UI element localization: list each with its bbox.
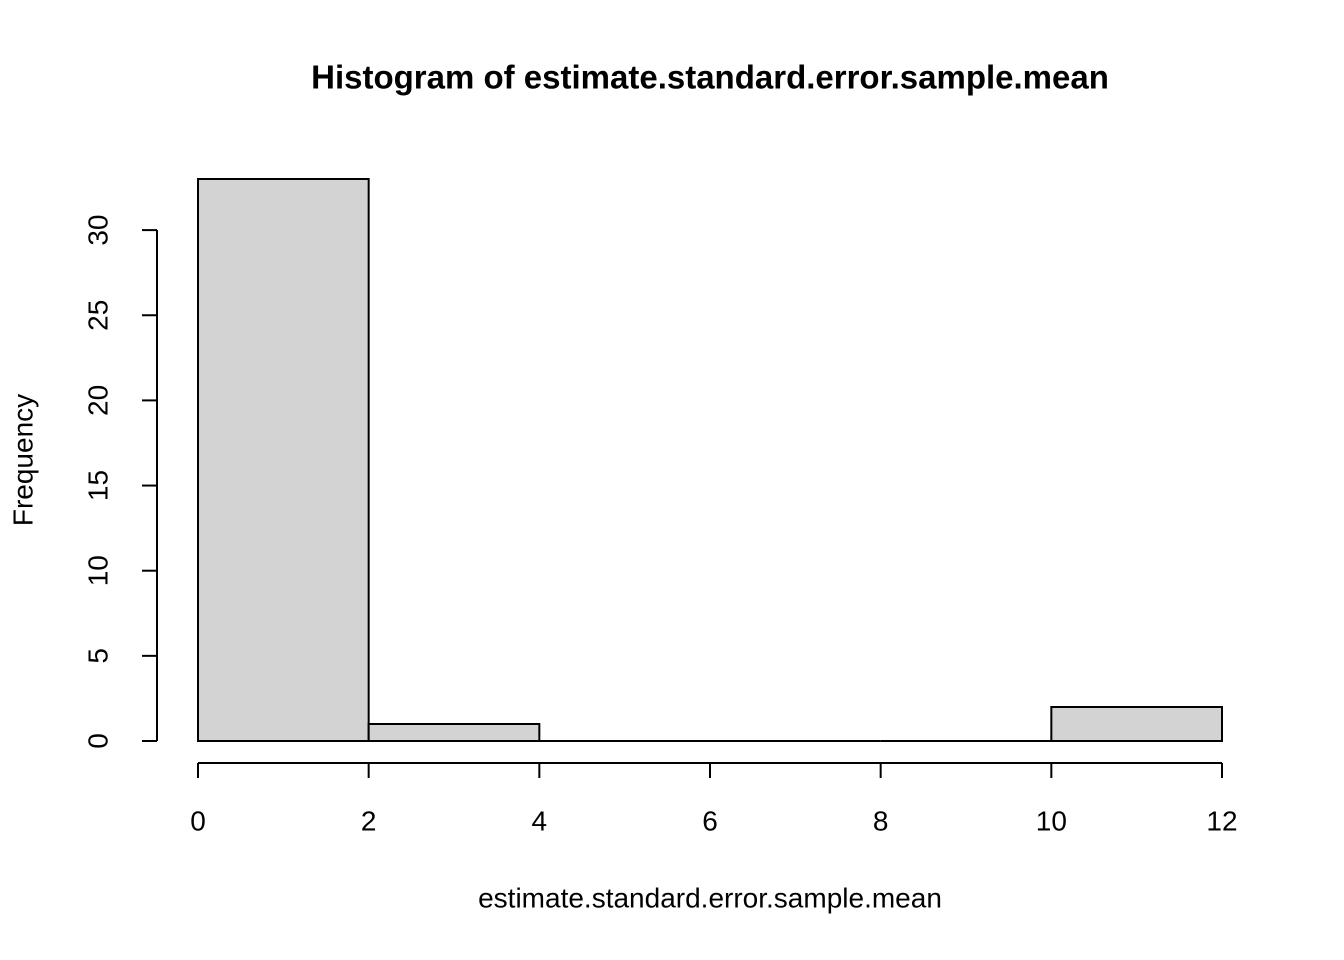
x-tick-label: 6: [702, 805, 718, 836]
y-tick-label: 15: [82, 470, 113, 501]
x-tick-label: 2: [361, 805, 377, 836]
chart-title: Histogram of estimate.standard.error.sam…: [311, 59, 1109, 96]
y-tick-label: 10: [82, 555, 113, 586]
x-tick-label: 0: [190, 805, 206, 836]
y-tick-label: 20: [82, 385, 113, 416]
y-tick-label: 30: [82, 215, 113, 246]
y-axis-label: Frequency: [7, 394, 38, 526]
bar: [367, 722, 541, 742]
x-tick-label: 12: [1206, 805, 1237, 836]
bar: [197, 178, 370, 742]
x-tick-label: 4: [532, 805, 548, 836]
bar: [1050, 705, 1223, 742]
x-axis-label: estimate.standard.error.sample.mean: [478, 882, 942, 913]
x-tick-label: 8: [873, 805, 889, 836]
y-tick-label: 25: [82, 300, 113, 331]
y-tick-label: 5: [82, 648, 113, 664]
x-tick-label: 10: [1036, 805, 1067, 836]
y-tick-label: 0: [82, 733, 113, 749]
